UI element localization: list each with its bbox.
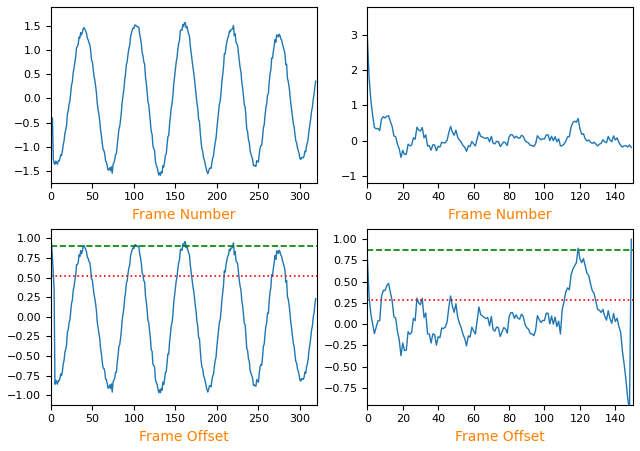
X-axis label: Frame Offset: Frame Offset <box>455 430 545 444</box>
X-axis label: Frame Offset: Frame Offset <box>139 430 228 444</box>
X-axis label: Frame Number: Frame Number <box>449 208 552 222</box>
X-axis label: Frame Number: Frame Number <box>132 208 236 222</box>
